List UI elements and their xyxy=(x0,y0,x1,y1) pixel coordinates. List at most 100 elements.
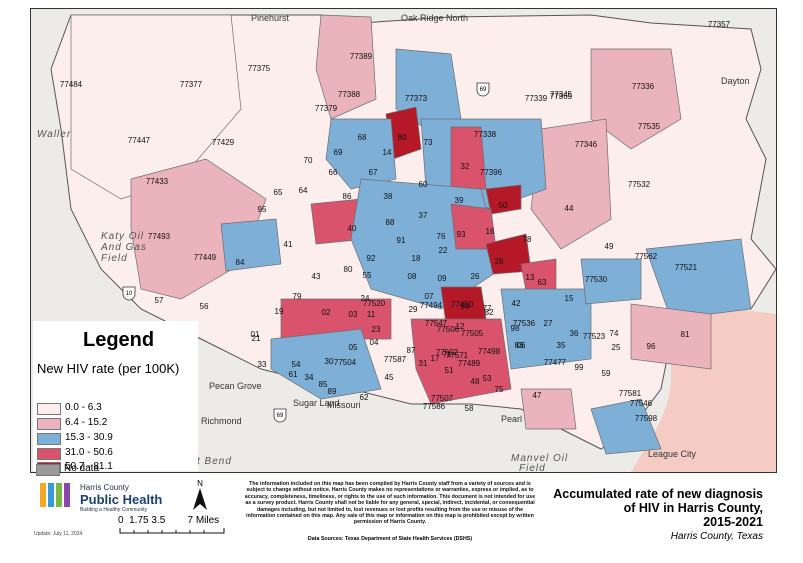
zip-label: 87 xyxy=(407,346,416,355)
zip-label: 09 xyxy=(438,274,447,283)
zip-label: 77505 xyxy=(461,329,484,338)
zip-label: 33 xyxy=(258,360,267,369)
zip-label: 01 xyxy=(251,330,260,339)
zone-50-dark xyxy=(485,184,522,215)
zip-label: 55 xyxy=(363,271,372,280)
zip-label: 23 xyxy=(372,325,381,334)
zip-label: 31 xyxy=(419,359,428,368)
place-label: Katy Oil xyxy=(101,231,144,242)
zip-label: 92 xyxy=(367,254,376,263)
zip-label: 06 xyxy=(517,341,526,350)
north-arrow: N xyxy=(190,479,210,512)
logo-bar-icon xyxy=(40,483,46,507)
zip-label: 77523 xyxy=(583,332,606,341)
zip-label: 15 xyxy=(565,294,574,303)
zip-label: 47 xyxy=(533,391,542,400)
zip-label: 77535 xyxy=(638,122,661,131)
zip-label: 96 xyxy=(647,342,656,351)
zip-label: 77477 xyxy=(544,358,567,367)
zone-southwest-red xyxy=(280,298,392,340)
zip-label: 14 xyxy=(383,148,392,157)
zip-label: 77447 xyxy=(128,136,151,145)
legend-swatch xyxy=(36,464,60,476)
zip-label: 77 xyxy=(483,304,492,313)
legend-label: 15.3 - 30.9 xyxy=(65,432,113,443)
zip-label: 77547 xyxy=(425,319,448,328)
zip-label: 71 xyxy=(443,350,452,359)
zip-labels: 7735777389773757737777484773887737977373… xyxy=(60,20,731,423)
galveston-bay xyxy=(631,304,776,472)
zip-label: 77489 xyxy=(458,359,481,368)
highway-shield-icon xyxy=(273,408,287,423)
legend-label: 6.4 - 15.2 xyxy=(65,417,108,428)
zip-label: 77581 xyxy=(619,389,642,398)
zip-label: 11 xyxy=(367,310,376,319)
choropleth-map: Pinehurst Oak Ridge North Dayton Waller Katy… xyxy=(37,13,776,472)
legend-subtitle: New HIV rate (per 100K) xyxy=(37,361,180,376)
legend-label: 0.0 - 6.3 xyxy=(65,402,102,413)
zip-label: 26 xyxy=(471,272,480,281)
zip-label: 57 xyxy=(155,296,164,305)
zip-label: 35 xyxy=(557,341,566,350)
zip-label: 44 xyxy=(565,204,574,213)
zip-label: 74 xyxy=(610,329,619,338)
zip-label: 48 xyxy=(471,377,480,386)
zone-southeast-blue xyxy=(500,288,592,370)
map-title: Accumulated rate of new diagnosis of HIV… xyxy=(535,487,763,529)
zip-label: 77494 xyxy=(420,301,443,310)
map-footer: Harris County Public Health Building a H… xyxy=(30,473,775,545)
zip-label: 38 xyxy=(384,192,393,201)
zip-label: 60 xyxy=(419,180,428,189)
logo-bar-icon xyxy=(48,483,54,507)
zip-label: 77357 xyxy=(708,20,731,29)
zip-label: 28 xyxy=(495,257,504,266)
zip-label: 65 xyxy=(274,188,283,197)
map-frame: Pinehurst Oak Ridge North Dayton Waller Katy… xyxy=(30,8,777,473)
zip-label: 85 xyxy=(319,380,328,389)
zip-label: 77339 xyxy=(525,94,548,103)
highway-shield-label: 69 xyxy=(480,87,487,93)
zip-label: 05 xyxy=(349,343,358,352)
zip-label: 80 xyxy=(344,265,353,274)
zip-label: 93 xyxy=(457,230,466,239)
legend-title: Legend xyxy=(83,329,155,351)
zip-label: 77429 xyxy=(212,138,235,147)
zip-label: 77377 xyxy=(180,80,203,89)
zip-label: 37 xyxy=(419,211,428,220)
zone-far-south-blue xyxy=(590,398,662,455)
place-label: Pearl xyxy=(501,414,522,424)
zip-label: 04 xyxy=(370,338,379,347)
zip-label: 77521 xyxy=(675,263,698,272)
zip-label: 64 xyxy=(299,186,308,195)
zone-east-pink xyxy=(530,118,612,250)
legend: Legend New HIV rate (per 100K) 0.0 - 6.3… xyxy=(33,321,198,472)
zone-southeast-pink xyxy=(630,303,712,370)
zip-label: 77504 xyxy=(334,358,357,367)
legend-swatch xyxy=(37,448,61,460)
zip-label: 25 xyxy=(612,343,621,352)
zip-label: 95 xyxy=(258,205,267,214)
zip-label: 78 xyxy=(523,235,532,244)
zip-label: 21 xyxy=(252,334,261,343)
place-labels: Pinehurst Oak Ridge North Dayton Waller Katy… xyxy=(37,13,750,472)
place-label: League City xyxy=(648,449,697,459)
zip-label: 77536 xyxy=(513,319,536,328)
zip-label: 59 xyxy=(602,369,611,378)
zip-label: 13 xyxy=(526,273,535,282)
zip-label: 17 xyxy=(431,354,440,363)
highway-shield-label: 10 xyxy=(126,291,133,297)
zip-label: 70 xyxy=(304,156,313,165)
zip-label: 77388 xyxy=(338,90,361,99)
north-label: N xyxy=(197,479,203,488)
legend-label: 31.0 - 50.6 xyxy=(65,447,113,458)
zone-north-pink xyxy=(315,14,377,120)
zip-label: 54 xyxy=(292,360,301,369)
zip-label: 07 xyxy=(425,292,434,301)
zip-label: 58 xyxy=(465,404,474,413)
north-arrow-icon xyxy=(193,488,207,510)
logo-bar-icon xyxy=(64,483,70,507)
zip-label: 63 xyxy=(538,278,547,287)
zip-label: 77520 xyxy=(363,299,386,308)
zone-east-blue-b xyxy=(645,238,752,320)
zip-label: 94 xyxy=(461,302,470,311)
